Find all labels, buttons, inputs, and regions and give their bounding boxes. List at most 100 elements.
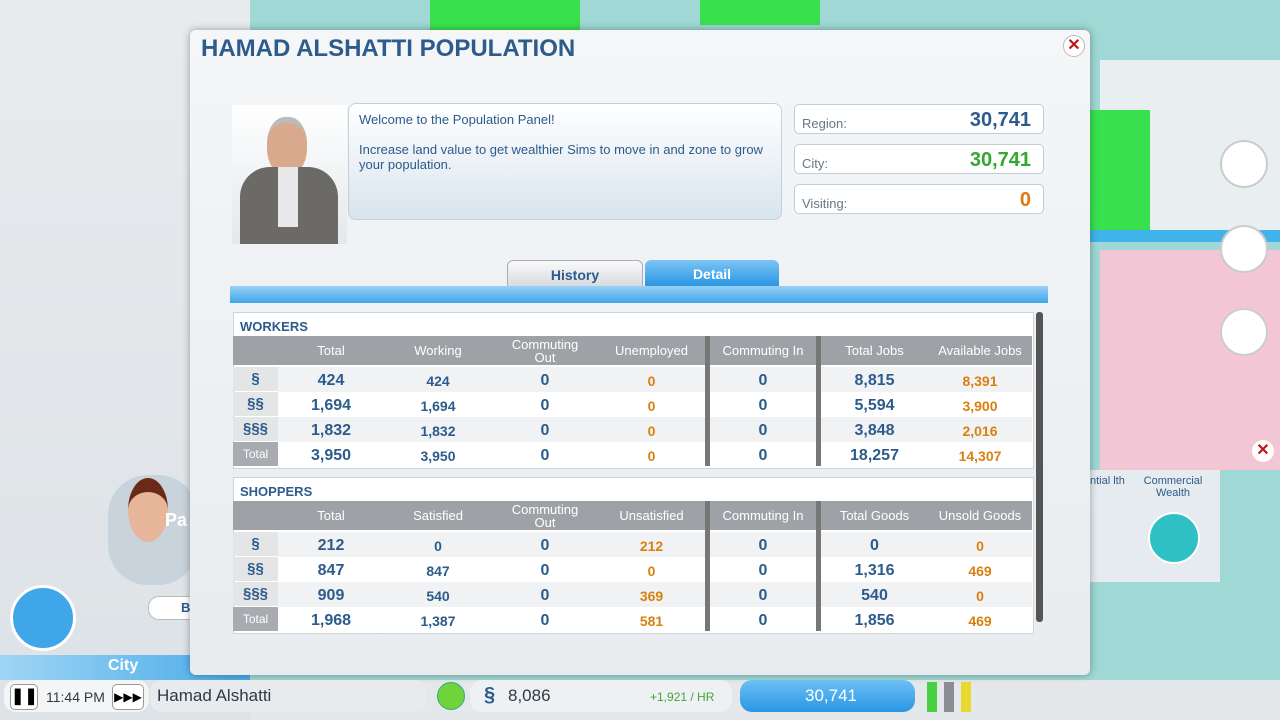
table-cell: 212 <box>278 532 384 557</box>
row-label: §§§ <box>233 417 278 441</box>
table-cell: 0 <box>492 392 598 417</box>
table-cell: 0 <box>492 557 598 582</box>
header-text: Unemployed <box>615 343 688 358</box>
section-title: WORKERS <box>240 319 308 334</box>
funds: 8,086 <box>508 686 551 705</box>
table-cell: 18,257 <box>821 442 928 467</box>
table-cell: 540 <box>384 582 492 607</box>
column-divider <box>816 501 821 631</box>
table-cell: 1,387 <box>384 607 492 632</box>
stat-value: 30,741 <box>969 149 1031 171</box>
stat-box: Visiting: 0 <box>794 184 1044 214</box>
table-cell: 424 <box>278 367 384 392</box>
header-text: Total Goods <box>839 508 910 523</box>
table-cell: 0 <box>492 607 598 632</box>
table-cell: 1,694 <box>278 392 384 417</box>
city-button[interactable] <box>10 585 76 651</box>
speed-button[interactable]: ▶▶▶ <box>112 684 144 710</box>
row-label: § <box>233 532 278 556</box>
table-cell: 369 <box>598 582 705 607</box>
table-cell: 469 <box>928 557 1032 582</box>
column-header: Total Jobs <box>821 336 928 365</box>
happiness-icon[interactable] <box>437 682 465 710</box>
avatar-face <box>128 478 168 542</box>
header-text: Total <box>317 343 345 358</box>
header-text: Satisfied <box>413 508 463 523</box>
table-cell: 1,832 <box>278 417 384 442</box>
table-cell: 3,950 <box>384 442 492 467</box>
row-label: §§ <box>233 392 278 416</box>
population: 30,741 <box>805 686 857 705</box>
scrollbar[interactable] <box>1036 312 1043 622</box>
column-header: Working <box>384 336 492 365</box>
close-button[interactable]: ✕ <box>1063 35 1085 57</box>
tab-strip <box>230 286 1048 303</box>
column-header: Commuting In <box>710 501 816 530</box>
time-bar: ❚❚ 11:44 PM ▶▶▶ <box>4 680 149 712</box>
table-cell: 909 <box>278 582 384 607</box>
panel-title: HAMAD ALSHATTI POPULATION <box>201 35 576 62</box>
table-cell: 0 <box>598 392 705 417</box>
sim-icon[interactable] <box>1220 308 1268 356</box>
table-cell: 0 <box>710 367 816 392</box>
stat-box: City: 30,741 <box>794 144 1044 174</box>
column-header: Total <box>278 501 384 530</box>
wealth-gauge <box>1148 512 1200 564</box>
message: Increase land value to get wealthier Sim… <box>359 142 763 172</box>
header-text: Total <box>317 508 345 523</box>
table-cell: 212 <box>598 532 705 557</box>
population-box[interactable]: 30,741 <box>740 680 915 712</box>
header-text: Commuting Out <box>511 336 579 365</box>
header-text: Commuting In <box>722 343 804 358</box>
sim-icon[interactable] <box>1220 225 1268 273</box>
table-cell: 0 <box>821 532 928 557</box>
row-label: Total <box>233 607 278 631</box>
funds-box: § 8,086 +1,921 / HR <box>470 680 732 712</box>
header-text: Commuting Out <box>511 501 579 530</box>
stat-label: Visiting: <box>802 196 848 211</box>
pause-button[interactable]: ❚❚ <box>10 684 38 710</box>
clock: 11:44 PM <box>46 689 105 705</box>
header-text: Commuting In <box>722 508 804 523</box>
stat-label: City: <box>802 156 828 171</box>
message: Welcome to the Population Panel! <box>359 112 555 127</box>
section-title: SHOPPERS <box>240 484 313 499</box>
column-header: Unemployed <box>598 336 705 365</box>
close-icon[interactable]: ✕ <box>1252 440 1274 462</box>
stat-label: Region: <box>802 116 847 131</box>
table-cell: 1,832 <box>384 417 492 442</box>
table-cell: 3,900 <box>928 392 1032 417</box>
header-text: Available Jobs <box>938 343 1022 358</box>
column-header: Available Jobs <box>928 336 1032 365</box>
header-text: Total Jobs <box>845 343 904 358</box>
table-cell: 8,391 <box>928 367 1032 392</box>
table-cell: 1,694 <box>384 392 492 417</box>
header-text: Working <box>414 343 462 358</box>
column-header: Satisfied <box>384 501 492 530</box>
column-header: Commuting Out <box>492 501 598 530</box>
row-label: §§ <box>233 557 278 581</box>
column-header: Commuting In <box>710 336 816 365</box>
rci-bar <box>944 682 954 712</box>
table-cell: 0 <box>928 582 1032 607</box>
tab-history[interactable]: History <box>507 260 643 288</box>
stat-value: 30,741 <box>969 109 1031 131</box>
table-cell: 0 <box>710 607 816 632</box>
table-cell: 0 <box>598 367 705 392</box>
sim-icon[interactable] <box>1220 140 1268 188</box>
table-cell: 8,815 <box>821 367 928 392</box>
stat-value: 0 <box>1019 189 1031 211</box>
table-cell: 0 <box>710 392 816 417</box>
row-label: Total <box>233 442 278 466</box>
column-header: Commuting Out <box>492 336 598 365</box>
table-cell: 14,307 <box>928 442 1032 467</box>
table-cell: 1,856 <box>821 607 928 632</box>
table-cell: 2,016 <box>928 417 1032 442</box>
income: +1,921 / HR <box>650 690 715 704</box>
row-label: § <box>233 367 278 391</box>
table-cell: 1,316 <box>821 557 928 582</box>
tab-detail[interactable]: Detail <box>645 260 779 286</box>
advisor-name: Pa <box>165 510 188 530</box>
column-divider <box>816 336 821 466</box>
